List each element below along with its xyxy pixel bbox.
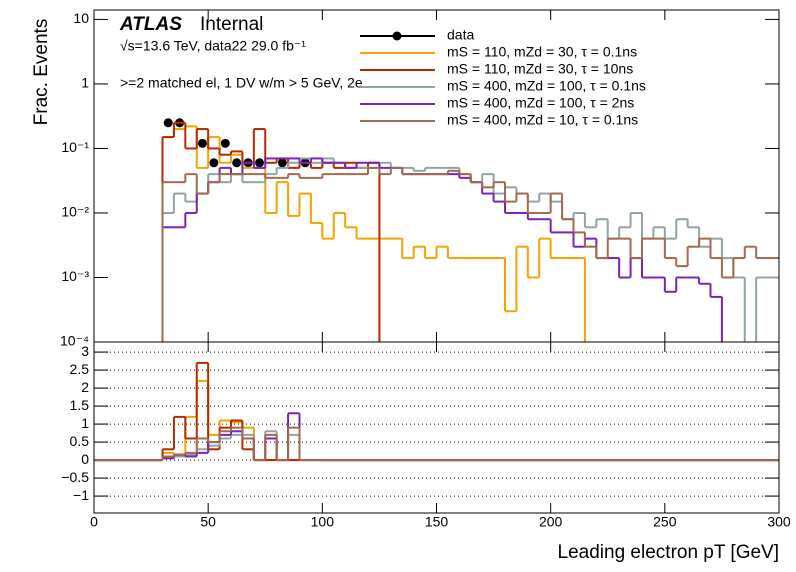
y-tick-label: 1.5	[70, 397, 90, 413]
atlas-label: ATLAS	[119, 14, 182, 35]
y-tick-label: 10	[73, 10, 89, 26]
x-tick-label: 0	[90, 514, 98, 530]
y-tick-label: 0	[81, 451, 89, 467]
atlas-status: Internal	[200, 14, 263, 35]
y-tick-label: 10⁻²	[61, 204, 89, 220]
legend-label: mS = 400, mZd = 100, τ = 0.1ns	[447, 78, 646, 94]
data-point	[197, 138, 207, 148]
legend-label: mS = 110, mZd = 30, τ = 10ns	[447, 61, 633, 77]
x-tick-label: 250	[653, 514, 677, 530]
y-tick-label: 2.5	[70, 361, 90, 377]
data-point	[232, 158, 242, 168]
data-point	[220, 138, 230, 148]
y-tick-label: 3	[81, 343, 89, 359]
energy-label: √s=13.6 TeV, data22 29.0 fb⁻¹	[120, 38, 306, 54]
legend-label: mS = 110, mZd = 30, τ = 0.1ns	[447, 44, 637, 60]
y-tick-label: 1	[81, 415, 89, 431]
legend-label: data	[447, 27, 474, 43]
x-tick-label: 300	[767, 514, 791, 530]
x-tick-label: 200	[539, 514, 563, 530]
x-tick-label: 150	[425, 514, 449, 530]
plot-frame	[93, 341, 780, 514]
legend-label: mS = 400, mZd = 100, τ = 2ns	[447, 95, 634, 111]
selection-label: >=2 matched el, 1 DV w/m > 5 GeV, 2e	[120, 75, 363, 91]
x-tick-label: 100	[311, 514, 335, 530]
y-tick-label: 2	[81, 379, 89, 395]
data-point	[255, 158, 265, 168]
y-tick-label: −1	[73, 487, 89, 503]
data-point	[209, 158, 219, 168]
y-tick-label: 10⁻³	[61, 268, 89, 284]
x-tick-label: 50	[200, 514, 216, 530]
y-tick-label: −0.5	[61, 469, 89, 485]
y-tick-label: 10⁻¹	[61, 139, 89, 155]
legend-marker	[392, 31, 402, 41]
data-point	[163, 118, 173, 128]
data-point	[277, 158, 287, 168]
y-tick-label: 1	[81, 75, 89, 91]
x-axis-title: Leading electron pT [GeV]	[558, 542, 779, 563]
y-tick-label: 0.5	[70, 433, 90, 449]
y-axis-title: Frac. Events	[31, 19, 52, 126]
y-tick-label: 10⁻⁴	[60, 333, 89, 349]
legend-label: mS = 400, mZd = 10, τ = 0.1ns	[447, 112, 638, 128]
